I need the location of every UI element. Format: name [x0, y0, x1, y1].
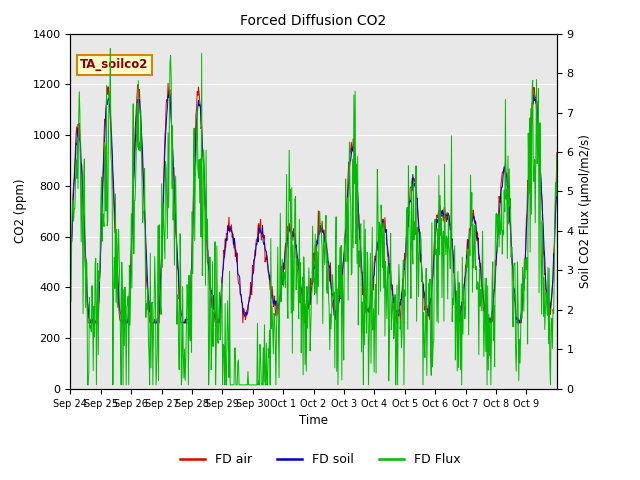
Y-axis label: CO2 (ppm): CO2 (ppm) [14, 179, 27, 243]
Y-axis label: Soil CO2 Flux (μmol/m2/s): Soil CO2 Flux (μmol/m2/s) [579, 134, 592, 288]
Legend: FD air, FD soil, FD Flux: FD air, FD soil, FD Flux [175, 448, 465, 471]
X-axis label: Time: Time [299, 414, 328, 427]
Title: Forced Diffusion CO2: Forced Diffusion CO2 [241, 14, 387, 28]
Text: TA_soilco2: TA_soilco2 [80, 59, 148, 72]
